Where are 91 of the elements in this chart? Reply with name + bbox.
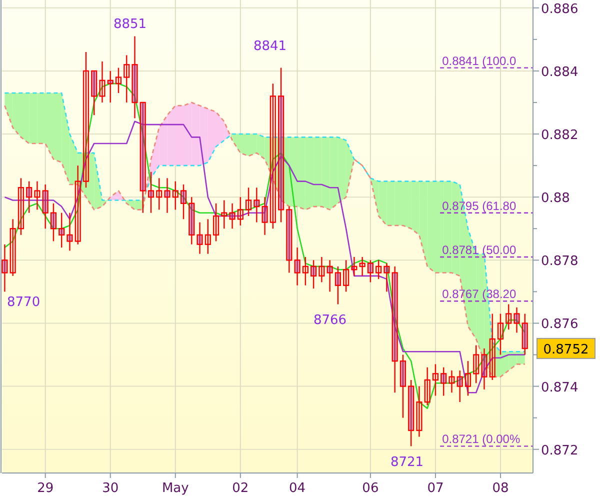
candlestick [180, 184, 187, 220]
candlestick [262, 196, 268, 236]
candlestick [91, 70, 98, 116]
candlestick [99, 60, 106, 104]
ref-line-label: 0.8721 (0.00% [442, 432, 520, 446]
annotation: 8770 [7, 295, 40, 310]
candlestick [164, 178, 170, 214]
candlestick [359, 256, 366, 277]
candlestick [384, 262, 390, 292]
candlestick [221, 200, 228, 230]
candlestick [196, 222, 203, 254]
candlestick [481, 348, 488, 390]
annotation: 8851 [113, 17, 147, 32]
candlestick [204, 218, 211, 254]
x-tick-label: 06 [362, 481, 379, 496]
candlestick [424, 366, 430, 406]
x-tick-label: 30 [102, 481, 119, 496]
candlestick [310, 260, 317, 290]
candlestick [66, 212, 73, 252]
candlestick [115, 67, 122, 94]
candlestick [408, 379, 414, 447]
candlestick [514, 306, 520, 334]
x-tick-label: May [162, 481, 190, 496]
candlestick [456, 370, 463, 403]
candlestick [489, 313, 496, 381]
y-tick-label: 0.886 [541, 2, 578, 17]
x-tick-label: 04 [289, 481, 306, 496]
y-tick-label: 0.874 [541, 380, 578, 396]
text: 0.8752 [543, 342, 589, 358]
annotation: 8841 [253, 39, 287, 54]
candlestick [50, 202, 57, 242]
candlestick [294, 246, 300, 286]
candlestick [42, 184, 48, 230]
y-tick-label: 0.882 [541, 128, 578, 144]
candlestick [432, 364, 439, 396]
candlestick [367, 260, 374, 283]
candlestick [74, 164, 81, 245]
candlestick [318, 256, 325, 283]
candlestick [254, 187, 260, 223]
candlestick [124, 54, 130, 104]
candlestick [212, 202, 220, 242]
candlestick [448, 370, 455, 394]
candlestick [473, 344, 480, 384]
candlestick [343, 260, 350, 292]
candlestick [156, 178, 162, 210]
ref-line-label: 0.8795 (61.80 [442, 198, 516, 213]
candlestick [392, 266, 398, 394]
x-tick-label: 29 [37, 481, 54, 496]
candlestick [334, 266, 341, 305]
candlestick [26, 180, 32, 214]
x-tick-label: 02 [232, 481, 249, 496]
x-tick-label: 07 [427, 481, 444, 496]
candlestick [351, 256, 358, 277]
y-tick-label: 0.878 [541, 254, 578, 270]
y-tick-label: 0.876 [541, 317, 578, 332]
candlestick [506, 304, 512, 330]
candlestick [464, 360, 472, 396]
candlestick [2, 244, 8, 292]
candlestick [376, 260, 382, 280]
ref-line-label: 0.8841 (100.0 [442, 54, 516, 68]
annotation: 8721 [390, 455, 424, 470]
candlestick [148, 171, 154, 214]
candlestick [58, 212, 65, 248]
annotation: 8766 [313, 313, 347, 328]
candlestick [497, 313, 504, 356]
candlestick [278, 67, 284, 223]
y-tick-label: 0.884 [541, 64, 578, 80]
candlestick [237, 196, 244, 226]
candlestick [522, 313, 528, 356]
candlestick [18, 178, 24, 236]
candlestick [440, 366, 447, 396]
candlestick [302, 256, 308, 286]
candlestick [286, 206, 292, 274]
y-tick-label: 0.88 [541, 191, 570, 206]
ref-line-label: 0.8781 (50.00 [442, 242, 516, 257]
y-tick-label: 0.872 [541, 443, 578, 458]
candlestick [245, 187, 252, 217]
candlestick [82, 51, 90, 188]
candlestick [10, 218, 16, 277]
candlestick [400, 354, 406, 418]
candlestick [172, 180, 178, 210]
candlestick [229, 202, 236, 230]
ref-line-label: 0.8767 (38.20 [442, 287, 516, 302]
candlestick [188, 196, 195, 245]
x-tick-label: 08 [492, 481, 509, 496]
candlestick [34, 180, 40, 210]
candlestick [416, 386, 422, 438]
candlestick [107, 70, 114, 104]
candlestick [326, 260, 333, 292]
candlestick [132, 36, 138, 119]
candlestick [270, 82, 276, 230]
